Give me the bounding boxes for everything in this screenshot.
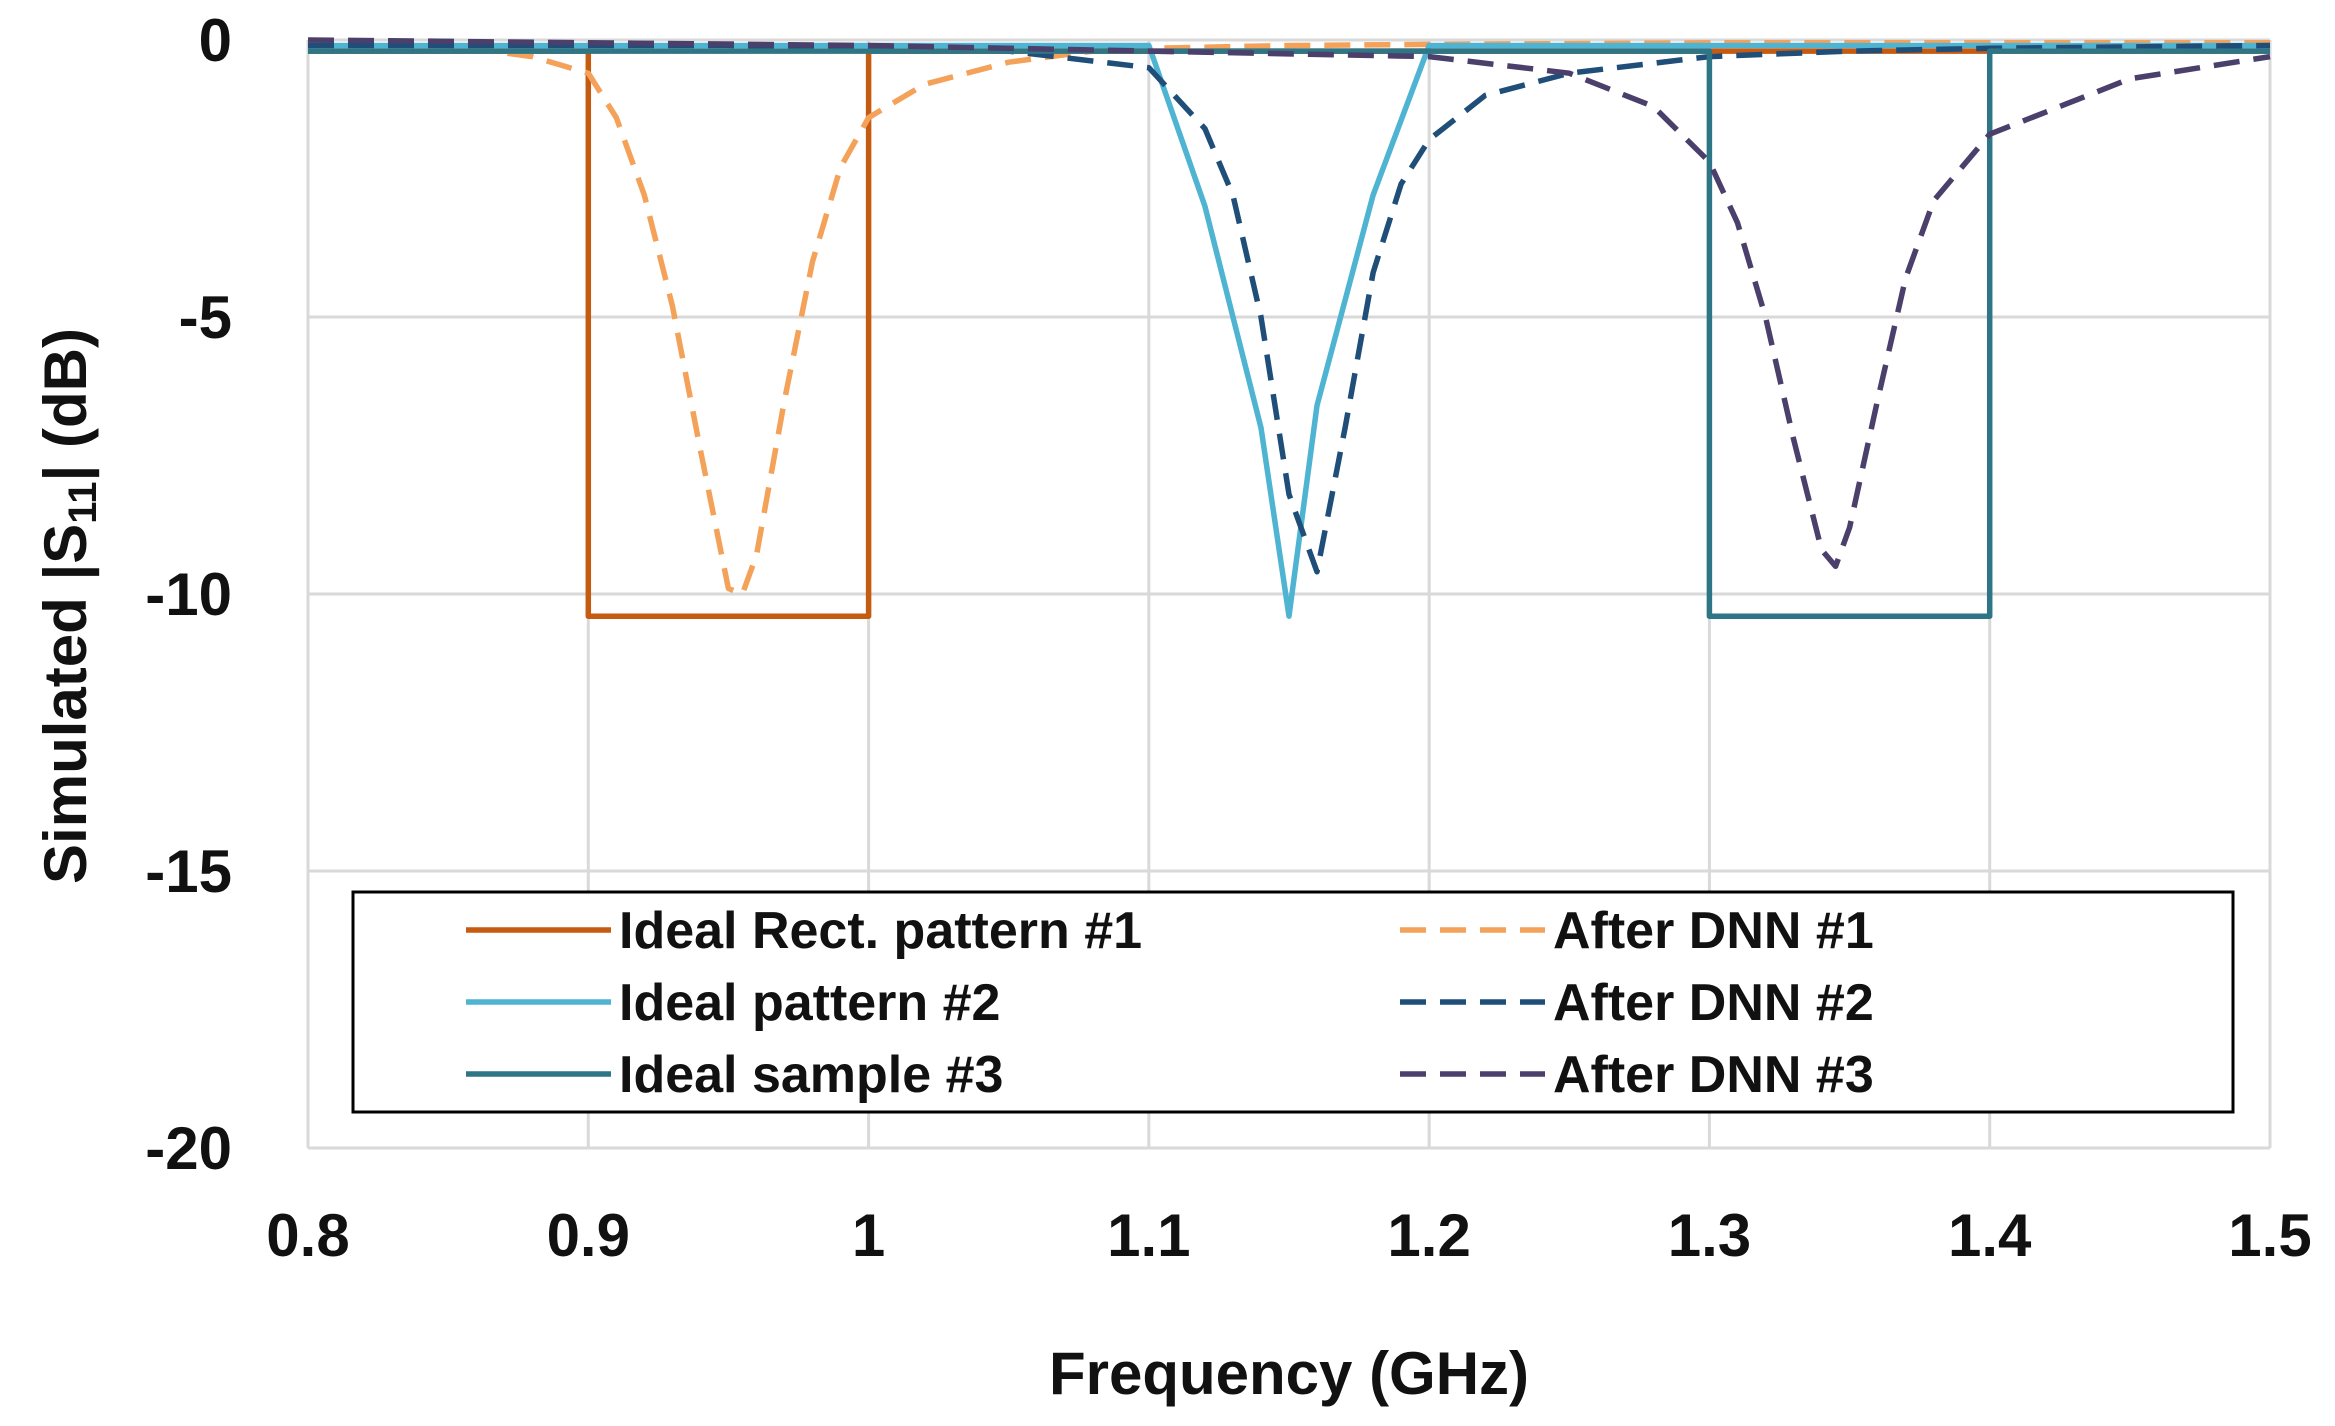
series-line	[308, 42, 2270, 619]
legend: Ideal Rect. pattern #1 After DNN #1 Ideal …	[351, 890, 2235, 1114]
x-tick-label: 1	[852, 1202, 885, 1269]
y-axis-title-unit: | (dB)	[32, 328, 100, 481]
legend-label: Ideal Rect. pattern #1	[619, 902, 1142, 960]
y-axis-title-main: Simulated |S	[32, 524, 100, 884]
legend-box	[351, 890, 2235, 1114]
series-line	[307, 40, 2270, 597]
y-tick-labels: 0 -5 -10 -15 -20	[145, 7, 232, 1182]
y-axis-title-subscript: 11	[61, 481, 105, 523]
x-tick-label: 0.9	[547, 1202, 630, 1269]
y-tick-label: -5	[179, 284, 232, 351]
x-tick-label: 1.4	[1948, 1202, 2032, 1269]
legend-label: After DNN #3	[1553, 1046, 1874, 1104]
y-axis-title: Simulated |S11| (dB)	[32, 328, 105, 884]
legend-label: After DNN #1	[1553, 902, 1874, 960]
legend-label: Ideal pattern #2	[619, 974, 1000, 1032]
y-tick-label: -15	[145, 838, 232, 905]
y-tick-label: -10	[145, 561, 232, 628]
y-tick-label: 0	[199, 7, 232, 74]
x-tick-label: 1.2	[1387, 1202, 1470, 1269]
plot-frame	[306, 40, 2270, 1150]
x-tick-label: 1.1	[1107, 1202, 1190, 1269]
series-line	[308, 48, 2270, 619]
x-tick-label: 1.5	[2228, 1202, 2311, 1269]
series-line	[308, 42, 2271, 575]
series-line	[307, 37, 2271, 570]
legend-label: After DNN #2	[1553, 974, 1874, 1032]
x-axis-title: Frequency (GHz)	[1049, 1340, 1529, 1407]
x-tick-label: 0.8	[266, 1202, 349, 1269]
x-tick-labels: 0.8 0.9 1 1.1 1.2 1.3 1.4 1.5	[266, 1202, 2311, 1269]
series-layer	[307, 37, 2271, 619]
y-tick-label: -20	[145, 1115, 232, 1182]
x-tick-label: 1.3	[1668, 1202, 1751, 1269]
legend-label: Ideal sample #3	[619, 1046, 1003, 1104]
series-line	[308, 48, 2270, 619]
